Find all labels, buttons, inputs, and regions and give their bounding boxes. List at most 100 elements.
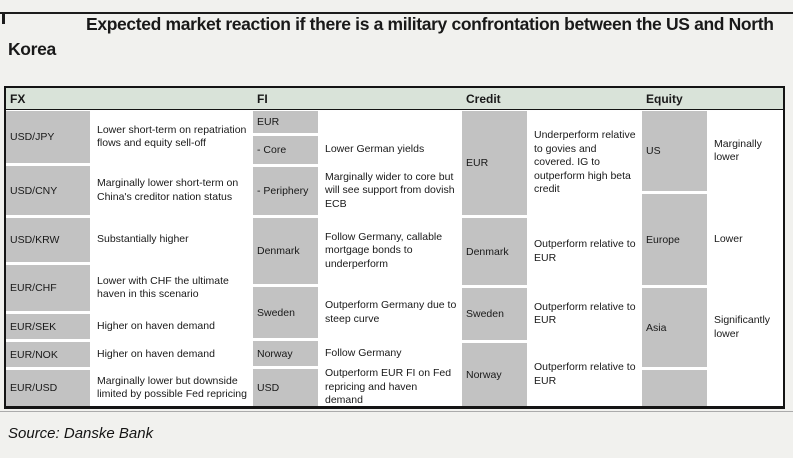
row-desc-cell: Outperform Germany due to steep curve — [321, 287, 460, 338]
table-header-row: FX FI Credit Equity — [6, 88, 783, 110]
row-desc-cell: Marginally lower — [710, 111, 783, 191]
row-desc-text: Outperform relative to EUR — [534, 300, 636, 326]
panel-credit: EUR Underperform relative to govies and c… — [462, 111, 640, 406]
table-row: Asia Significantly lower — [642, 288, 783, 367]
table-row: EUR Underperform relative to govies and c… — [462, 111, 640, 215]
row-label-cell: EUR/SEK — [6, 314, 90, 339]
table-row: USD/CNY Marginally lower short-term on Ch… — [6, 166, 249, 215]
row-label-cell: USD — [253, 369, 318, 406]
table-bottom-rule — [0, 411, 793, 412]
row-desc-text: Lower — [714, 232, 743, 245]
row-desc-cell: Outperform EUR FI on Fed repricing and h… — [321, 369, 460, 406]
row-desc-text: Marginally wider to core but will see su… — [325, 170, 455, 210]
row-desc-text: Marginally lower — [714, 137, 762, 163]
row-desc-cell: Follow Germany — [321, 341, 460, 366]
row-desc-text: Higher on haven demand — [97, 347, 215, 360]
table-row: EUR/USD Marginally lower but downside lim… — [6, 370, 249, 406]
row-desc-text: Outperform Germany due to steep curve — [325, 299, 457, 325]
row-desc-text: Outperform relative to EUR — [534, 361, 636, 387]
row-desc-cell: Substantially higher — [93, 218, 249, 262]
source-note: Source: Danske Bank — [8, 425, 154, 442]
row-label-cell: EUR — [462, 111, 527, 215]
table-row: Europe Lower — [642, 194, 783, 285]
row-desc-cell: Marginally lower short-term on China's c… — [93, 166, 249, 215]
row-label-cell: EUR — [253, 111, 318, 133]
column-header-fx: FX — [10, 91, 26, 106]
table-row: Norway Follow Germany — [253, 341, 460, 366]
row-desc-cell: Lower — [710, 194, 783, 285]
table-row: EUR/NOK Higher on haven demand — [6, 342, 249, 367]
table-row: Norway Outperform relative to EUR — [462, 343, 640, 406]
table-row: - Core Lower German yields — [253, 136, 460, 164]
column-header-fi: FI — [257, 91, 268, 106]
row-desc-text: Follow Germany — [325, 346, 402, 359]
market-reaction-table: FX FI Credit Equity USD/JPY Lower short-term… — [4, 86, 785, 409]
row-label-cell: - Core — [253, 136, 318, 164]
row-desc-cell — [710, 370, 783, 406]
column-header-equity: Equity — [646, 91, 683, 106]
row-desc-text: Outperform EUR FI on Fed repricing and h… — [325, 369, 452, 406]
row-desc-text: Marginally lower but downside limited by… — [97, 374, 247, 400]
row-label-cell: Norway — [253, 341, 318, 366]
row-desc-cell: Lower with CHF the ultimate haven in thi… — [93, 265, 249, 311]
row-desc-cell — [321, 111, 460, 133]
row-label-cell: EUR/NOK — [6, 342, 90, 367]
row-label-cell: USD/KRW — [6, 218, 90, 262]
table-row: - Periphery Marginally wider to core but … — [253, 167, 460, 215]
row-desc-text: Lower with CHF the ultimate haven in thi… — [97, 274, 229, 300]
table-row: Sweden Outperform relative to EUR — [462, 288, 640, 340]
row-desc-cell: Outperform relative to EUR — [530, 218, 640, 285]
row-desc-text: Lower short-term on repatriation flows a… — [97, 123, 247, 149]
row-desc-text: Lower German yields — [325, 143, 425, 156]
row-desc-text: Substantially higher — [97, 233, 189, 246]
row-label-cell: Asia — [642, 288, 707, 367]
table-row: Denmark Follow Germany, callable mortgage… — [253, 218, 460, 284]
row-desc-text: Underperform relative to govies and cove… — [534, 129, 636, 196]
table-row: Denmark Outperform relative to EUR — [462, 218, 640, 285]
row-label-cell: US — [642, 111, 707, 191]
row-desc-cell: Follow Germany, callable mortgage bonds … — [321, 218, 460, 284]
panel-equity: US Marginally lower Europe Lower Asia Signifi… — [642, 111, 783, 406]
row-label-cell: EUR/USD — [6, 370, 90, 406]
table-row: USD/KRW Substantially higher — [6, 218, 249, 262]
panel-fi: EUR - Core Lower German yields - Periphery M… — [253, 111, 460, 406]
row-desc-cell: Marginally lower but downside limited by… — [93, 370, 249, 406]
row-desc-cell: Lower short-term on repatriation flows a… — [93, 111, 249, 163]
row-desc-cell: Lower German yields — [321, 136, 460, 164]
table-row: EUR/SEK Higher on haven demand — [6, 314, 249, 339]
table-row: EUR/CHF Lower with CHF the ultimate haven… — [6, 265, 249, 311]
row-label-cell: - Periphery — [253, 167, 318, 215]
top-border-line — [0, 12, 793, 14]
row-label-cell: Norway — [462, 343, 527, 406]
table-row: USD Outperform EUR FI on Fed repricing an… — [253, 369, 460, 406]
row-desc-cell: Higher on haven demand — [93, 342, 249, 367]
row-label-cell — [642, 370, 707, 406]
row-desc-cell: Significantly lower — [710, 288, 783, 367]
table-row: US Marginally lower — [642, 111, 783, 191]
row-desc-text: Follow Germany, callable mortgage bonds … — [325, 230, 443, 270]
row-desc-cell: Higher on haven demand — [93, 314, 249, 339]
row-desc-cell: Outperform relative to EUR — [530, 288, 640, 340]
page-title: Expected market reaction if there is a m… — [8, 14, 774, 59]
column-header-credit: Credit — [466, 91, 501, 106]
row-label-cell: EUR/CHF — [6, 265, 90, 311]
table-body: USD/JPY Lower short-term on repatriation … — [6, 110, 783, 406]
row-desc-text: Outperform relative to EUR — [534, 238, 636, 264]
row-desc-cell: Marginally wider to core but will see su… — [321, 167, 460, 215]
row-desc-cell: Underperform relative to govies and cove… — [530, 111, 640, 215]
table-row — [642, 370, 783, 406]
table-row: Sweden Outperform Germany due to steep cu… — [253, 287, 460, 338]
row-desc-cell: Outperform relative to EUR — [530, 343, 640, 406]
panel-fx: USD/JPY Lower short-term on repatriation … — [6, 111, 249, 406]
row-label-cell: Denmark — [462, 218, 527, 285]
row-desc-text: Significantly lower — [714, 314, 771, 340]
frame-corner-mark — [2, 12, 5, 24]
row-desc-text: Higher on haven demand — [97, 319, 215, 332]
row-label-cell: USD/JPY — [6, 111, 90, 163]
row-label-cell: Sweden — [462, 288, 527, 340]
row-label-cell: Denmark — [253, 218, 318, 284]
row-label-cell: Europe — [642, 194, 707, 285]
table-row: USD/JPY Lower short-term on repatriation … — [6, 111, 249, 163]
row-label-cell: Sweden — [253, 287, 318, 338]
row-desc-text: Marginally lower short-term on China's c… — [97, 177, 239, 203]
